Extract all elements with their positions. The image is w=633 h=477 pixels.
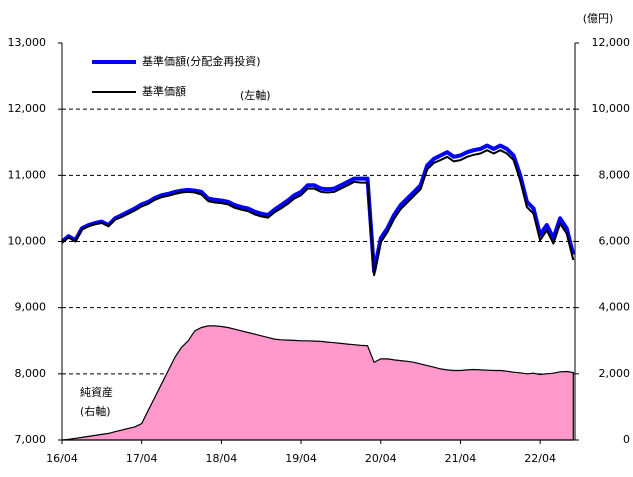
y2-tick-label: 8,000: [599, 168, 631, 181]
y2-tick-label: 6,000: [599, 235, 631, 248]
x-tick-label: 22/04: [524, 452, 556, 465]
left-axis-note: (左軸): [240, 88, 271, 102]
area-label: 純資産: [80, 386, 113, 399]
y2-tick-label: 0: [623, 433, 630, 446]
x-tick-label: 16/04: [46, 452, 78, 465]
y-tick-label: 12,000: [8, 102, 47, 115]
x-tick-label: 20/04: [365, 452, 397, 465]
y2-tick-label: 10,000: [592, 102, 631, 115]
area-axis-note: (右軸): [80, 404, 111, 418]
y2-tick-label: 12,000: [592, 36, 631, 49]
y-tick-label: 11,000: [8, 168, 47, 181]
legend-label: 基準価額: [142, 84, 186, 98]
y-tick-label: 10,000: [8, 235, 47, 248]
y-tick-label: 8,000: [15, 367, 47, 380]
y-tick-label: 9,000: [15, 301, 47, 314]
x-tick-label: 18/04: [206, 452, 238, 465]
line: [61, 149, 575, 277]
x-tick-label: 19/04: [285, 452, 317, 465]
legend-label: 基準価額(分配金再投資): [142, 54, 261, 68]
x-tick-label: 21/04: [445, 452, 477, 465]
y-tick-label: 13,000: [8, 36, 47, 49]
y2-tick-label: 4,000: [599, 301, 631, 314]
y2-tick-label: 2,000: [599, 367, 631, 380]
y-tick-label: 7,000: [15, 433, 47, 446]
area: [61, 325, 574, 441]
x-tick-label: 17/04: [126, 452, 158, 465]
y2-unit: (億円): [583, 12, 614, 25]
line: [60, 143, 576, 274]
